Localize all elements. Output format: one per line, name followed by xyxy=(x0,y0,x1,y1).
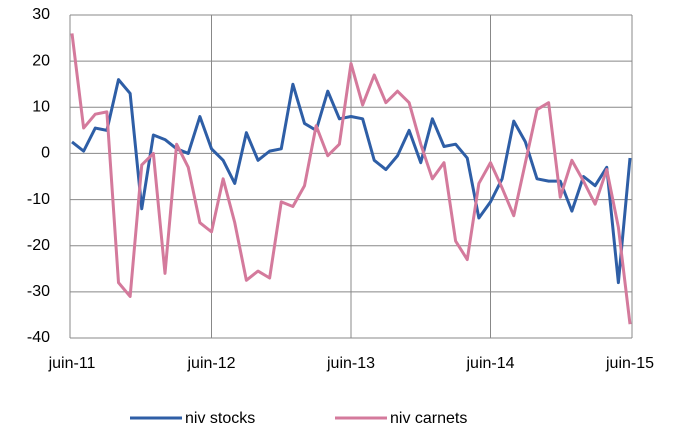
y-tick-label: 0 xyxy=(41,145,50,162)
x-tick-label: juin-11 xyxy=(48,355,96,372)
series-line xyxy=(70,33,632,325)
legend-label: niv stocks xyxy=(185,410,255,427)
y-tick-label: -30 xyxy=(27,283,50,300)
y-tick-label: 30 xyxy=(32,6,50,23)
y-tick-label: 10 xyxy=(32,99,50,116)
series-line xyxy=(71,78,632,285)
y-tick-label: 20 xyxy=(32,52,50,69)
x-tick-label: juin-14 xyxy=(465,355,514,372)
legend-label: niv carnets xyxy=(390,410,467,427)
y-tick-label: -40 xyxy=(27,329,50,346)
x-tick-label: juin-15 xyxy=(605,355,654,372)
x-tick-label: juin-13 xyxy=(326,355,375,372)
y-tick-label: -20 xyxy=(27,237,50,254)
y-tick-label: -10 xyxy=(27,191,50,208)
x-tick-label: juin-12 xyxy=(186,355,235,372)
